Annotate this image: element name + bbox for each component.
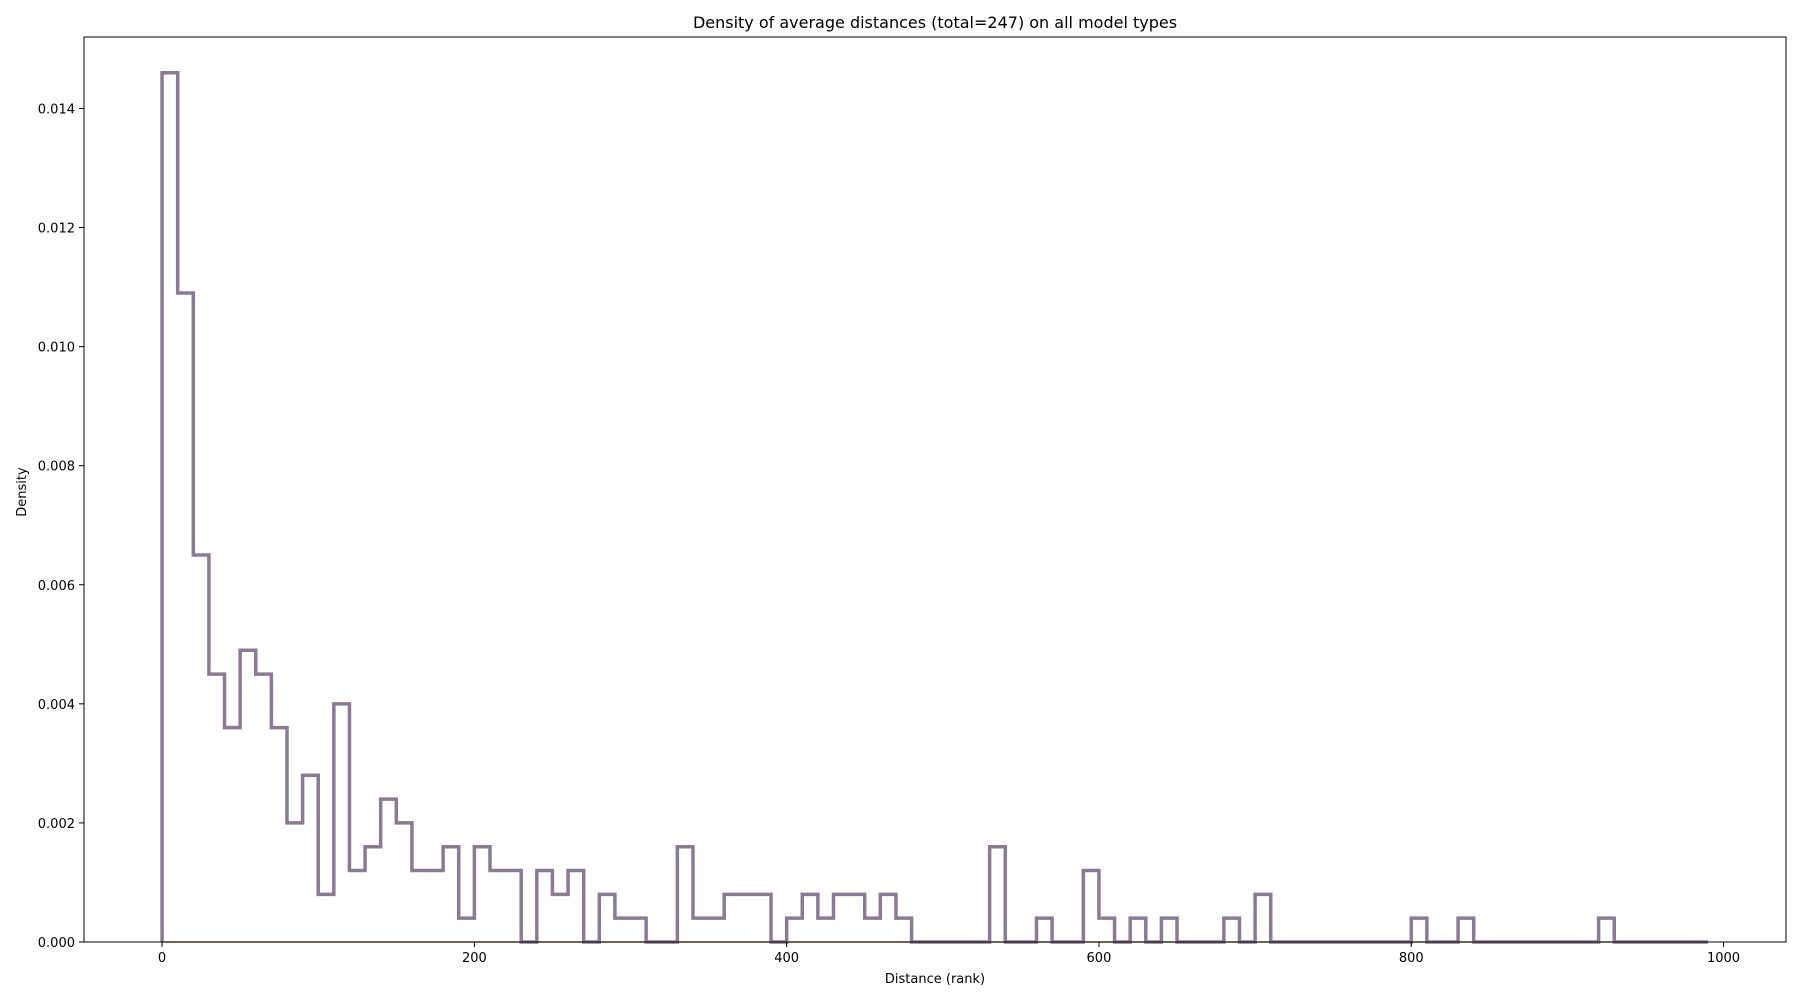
histogram-bin (724, 894, 740, 942)
histogram-bin (490, 871, 506, 942)
y-tick-label: 0.006 (38, 579, 75, 594)
histogram-bin (459, 918, 475, 942)
histogram-bin (709, 918, 725, 942)
chart-title: Density of average distances (total=247)… (693, 13, 1177, 32)
histogram-bin (818, 918, 834, 942)
histogram-bin (443, 847, 459, 942)
histogram-bin (1224, 918, 1240, 942)
y-axis-ticks: 0.000 0.002 0.004 0.006 0.008 0.010 0.012 0.014 (38, 102, 84, 951)
histogram-bin (287, 823, 303, 942)
y-tick-label: 0.008 (38, 460, 75, 475)
histogram-bin (318, 894, 334, 942)
histogram-bin (1599, 918, 1615, 942)
histogram-bin (225, 728, 241, 942)
histogram-bin (537, 871, 553, 942)
histogram-bin (178, 293, 194, 942)
histogram-bin (631, 918, 647, 942)
histogram-bin (990, 847, 1006, 942)
x-tick-label: 800 (1399, 951, 1424, 966)
histogram-bin (865, 918, 881, 942)
y-tick-label: 0.010 (38, 341, 75, 356)
histogram-bin (349, 871, 365, 942)
plot-area (160, 70, 1708, 944)
x-tick-label: 400 (774, 951, 799, 966)
x-tick-label: 600 (1087, 951, 1112, 966)
y-axis-label: Density (15, 467, 30, 517)
x-axis-label: Distance (rank) (885, 972, 985, 987)
histogram-bin (834, 894, 850, 942)
histogram-bin (240, 650, 256, 942)
y-tick-label: 0.004 (38, 698, 75, 713)
histogram-bin (1130, 918, 1146, 942)
histogram-bin (1411, 918, 1427, 942)
histogram-bin (474, 847, 490, 942)
histogram-bin (396, 823, 412, 942)
histogram-bin (303, 775, 319, 942)
histogram-bin (896, 918, 912, 942)
histogram-bin (787, 918, 803, 942)
histogram-bin (1099, 918, 1115, 942)
histogram-bin (506, 871, 522, 942)
histogram-bin (209, 674, 225, 942)
y-tick-label: 0.002 (38, 817, 75, 832)
histogram-bin (412, 871, 428, 942)
histogram-bin (755, 894, 771, 942)
histogram-bin (193, 555, 209, 942)
histogram-bin (271, 728, 287, 942)
histogram-bin (693, 918, 709, 942)
histogram-bin (740, 894, 756, 942)
y-tick-label: 0.000 (38, 936, 75, 951)
x-tick-label: 0 (158, 951, 166, 966)
x-tick-label: 1000 (1707, 951, 1740, 966)
histogram-bin (568, 871, 584, 942)
histogram-bin (1161, 918, 1177, 942)
histogram-bin (677, 847, 693, 942)
histogram-bin (1036, 918, 1052, 942)
histogram-bin (381, 799, 397, 942)
histogram-bin (1083, 871, 1099, 942)
x-axis-ticks: 0 200 400 600 800 1000 (158, 942, 1740, 966)
y-tick-label: 0.012 (38, 222, 75, 237)
histogram-bin (615, 918, 631, 942)
histogram-bin (365, 847, 381, 942)
histogram-bin (599, 894, 615, 942)
histogram-bin (552, 894, 568, 942)
x-tick-label: 200 (462, 951, 487, 966)
axes-frame (83, 36, 1787, 943)
histogram-bin (880, 894, 896, 942)
histogram-bin (162, 73, 178, 942)
histogram-bin (802, 894, 818, 942)
histogram-bin (334, 704, 350, 942)
y-tick-label: 0.014 (38, 102, 75, 117)
histogram-bin (256, 674, 272, 942)
histogram-bin (428, 871, 444, 942)
histogram-bin (1458, 918, 1474, 942)
histogram-bin (849, 894, 865, 942)
histogram-bin (1255, 894, 1271, 942)
